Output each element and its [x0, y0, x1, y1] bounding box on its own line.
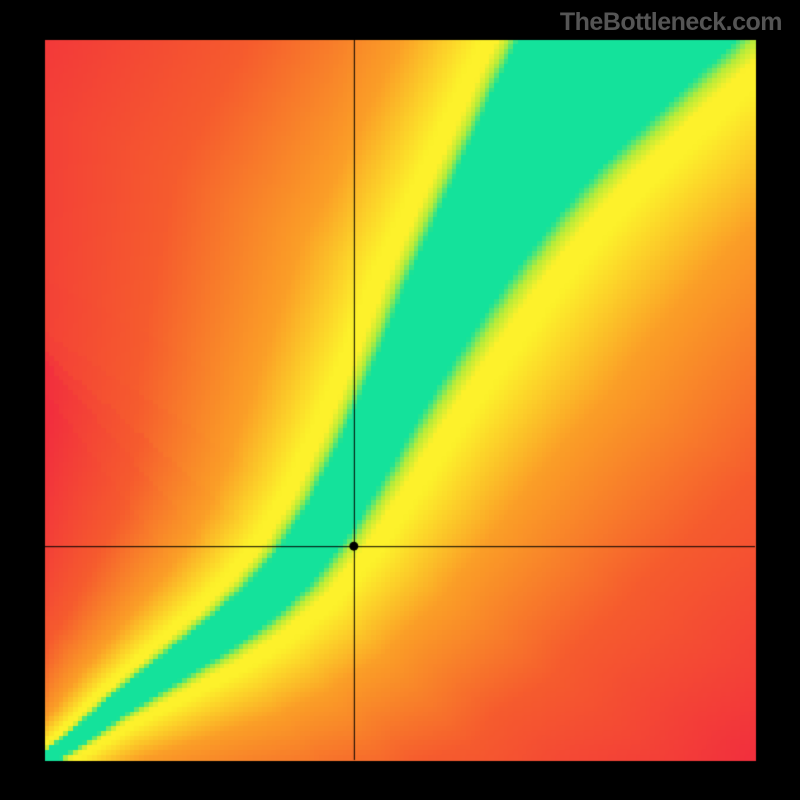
bottleneck-heatmap	[0, 0, 800, 800]
watermark-label: TheBottleneck.com	[560, 8, 782, 37]
